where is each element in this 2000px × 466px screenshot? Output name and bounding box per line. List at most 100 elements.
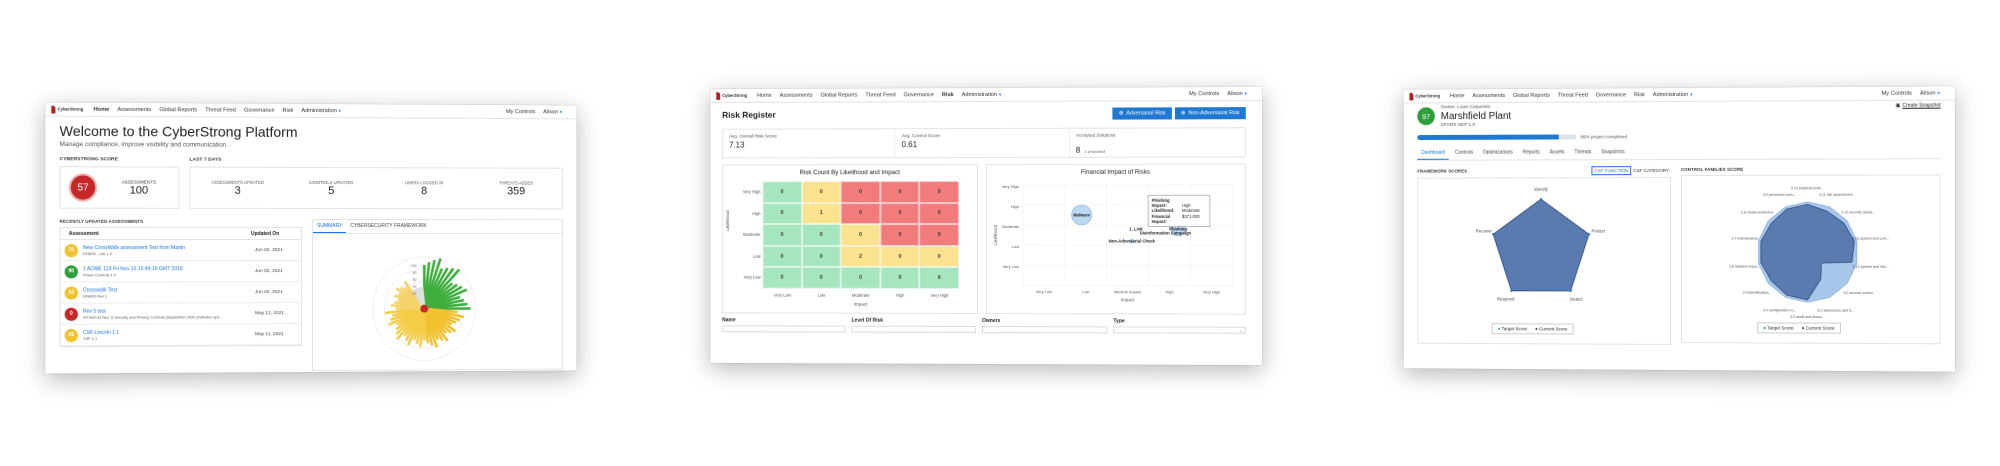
heatmap-cell[interactable]: 0: [880, 246, 919, 268]
nav-home[interactable]: Home: [757, 92, 772, 98]
nav-threat-feed[interactable]: Threat Feed: [865, 92, 895, 98]
create-snapshot-link[interactable]: ▣ Create Snapshot: [1896, 103, 1941, 109]
assessment-link[interactable]: New CrossWalk assessment Test from Marti…: [83, 245, 255, 251]
nav-my-controls[interactable]: My Controls: [506, 109, 535, 115]
nav-assessments[interactable]: Assessments: [1472, 93, 1505, 99]
nav-risk[interactable]: Risk: [282, 107, 293, 113]
heatmap-cell[interactable]: 0: [802, 224, 841, 246]
nav-administration[interactable]: Administration▼: [1653, 91, 1693, 97]
assessment-link[interactable]: 1 ACME 123 Fri Nov 16 15:49:19 GMT 2018: [83, 266, 255, 272]
heatmap-cell[interactable]: 0: [880, 181, 919, 203]
nav-user-menu[interactable]: Alison▼: [1227, 90, 1248, 96]
project-score-badge[interactable]: 97: [1417, 107, 1435, 125]
table-row[interactable]: 90 1 ACME 123 Fri Nov 16 15:49:19 GMT 201…: [61, 261, 301, 282]
filter-owners-input[interactable]: [982, 326, 1107, 333]
logo-icon: [716, 92, 720, 100]
cyberstrong-score-badge[interactable]: 57: [69, 173, 98, 201]
heatmap-cell[interactable]: 0: [880, 224, 919, 246]
tab-controls[interactable]: Controls: [1451, 147, 1477, 160]
badge-value: 65: [68, 332, 74, 338]
non-adversarial-risk-button[interactable]: ⊕ Non-Adversarial Risk: [1175, 107, 1246, 119]
table-row[interactable]: 75 New CrossWalk assessment Test from Mar…: [61, 240, 301, 261]
tab-cybersecurity-framework[interactable]: CYBERSECURITY FRAMEWORK: [346, 220, 430, 233]
heatmap-cell[interactable]: 0: [763, 267, 802, 289]
heatmap-cell[interactable]: 0: [880, 203, 919, 225]
nav-my-controls[interactable]: My Controls: [1881, 90, 1911, 96]
table-row[interactable]: 0 Rev 5 test SP 800-53 Rev. 5 Security and…: [61, 303, 301, 325]
heatmap-cell[interactable]: 0: [841, 267, 880, 289]
table-row[interactable]: 63 Crosswalk Test DFARS Rev 1 Jun 02, 2021: [61, 282, 301, 304]
nav-global-reports[interactable]: Global Reports: [820, 92, 857, 98]
adversarial-risk-button[interactable]: ⊕ Adversarial Risk: [1113, 107, 1172, 119]
nav-threat-feed[interactable]: Threat Feed: [205, 107, 236, 113]
radar-point[interactable]: [1588, 233, 1590, 235]
nav-user-menu[interactable]: Alison▼: [543, 109, 563, 115]
csf-category-button[interactable]: CSF CATEGORY: [1631, 167, 1671, 174]
heatmap-cell[interactable]: 0: [763, 203, 802, 224]
nav-my-controls[interactable]: My Controls: [1189, 91, 1219, 97]
radar-point[interactable]: [1569, 290, 1571, 292]
nav-global-reports[interactable]: Global Reports: [159, 107, 197, 113]
nav-risk[interactable]: Risk: [1634, 92, 1645, 98]
heatmap-cell[interactable]: 1: [802, 203, 841, 225]
tab-reports[interactable]: Reports: [1519, 146, 1544, 159]
nav-assessments[interactable]: Assessments: [780, 92, 813, 98]
assessment-link[interactable]: Rev 5 test: [83, 308, 255, 315]
filter-type-select[interactable]: ⌄: [1113, 326, 1245, 333]
heatmap-cell[interactable]: 0: [920, 246, 959, 268]
heatmap-cell[interactable]: 0: [841, 181, 880, 203]
nav-administration[interactable]: Administration▼: [301, 107, 341, 113]
tab-dashboard[interactable]: Dashboard: [1417, 147, 1449, 160]
nav-governance[interactable]: Governance: [244, 107, 275, 113]
heatmap-cell[interactable]: 0: [880, 267, 919, 289]
nav-administration[interactable]: Administration▼: [962, 91, 1002, 97]
radar-point[interactable]: [1510, 290, 1512, 292]
heatmap-cell[interactable]: 0: [920, 181, 959, 203]
nav-home[interactable]: Home: [1450, 93, 1465, 99]
stat-threats-added: THREATS ADDED 359: [470, 180, 562, 197]
nav-risk[interactable]: Risk: [942, 92, 954, 98]
csf-function-button[interactable]: CSF FUNCTION: [1591, 166, 1631, 175]
assessment-link[interactable]: CSF Lincoln 1.1: [83, 329, 255, 336]
radar-point[interactable]: [1540, 198, 1542, 200]
nav-threat-feed[interactable]: Threat Feed: [1558, 92, 1588, 98]
heatmap-cell[interactable]: 0: [841, 203, 880, 225]
filter-level-input[interactable]: [852, 326, 976, 333]
heatmap-cell[interactable]: 0: [920, 224, 959, 246]
radar-axis-label: Identify: [1534, 187, 1549, 192]
logo[interactable]: CyberStrong: [51, 105, 83, 113]
nav-governance[interactable]: Governance: [1596, 92, 1626, 98]
heatmap-cell[interactable]: 0: [920, 203, 959, 225]
heatmap-cell[interactable]: 0: [802, 267, 841, 289]
heatmap-cell[interactable]: 0: [920, 267, 959, 289]
nav-global-reports[interactable]: Global Reports: [1513, 92, 1550, 98]
heatmap-cell[interactable]: 0: [763, 246, 802, 268]
tab-assets[interactable]: Assets: [1546, 146, 1569, 159]
tab-threats[interactable]: Threats: [1571, 146, 1596, 159]
table-row[interactable]: 65 CSF Lincoln 1.1 CSF 1.1 May 11, 2021: [61, 324, 301, 346]
nav-assessments[interactable]: Assessments: [118, 106, 152, 112]
tab-optimizations[interactable]: Optimizations: [1479, 147, 1517, 160]
heatmap-cell[interactable]: 0: [763, 181, 802, 203]
assessment-link[interactable]: Crosswalk Test: [83, 287, 255, 293]
logo[interactable]: CyberStrong: [1410, 92, 1441, 100]
nav-home[interactable]: Home: [94, 106, 110, 112]
heatmap-cell[interactable]: 2: [841, 246, 880, 268]
legend-current: ● Current Score: [1535, 326, 1567, 331]
filter-name-input[interactable]: [722, 325, 845, 332]
radar-point[interactable]: [1492, 233, 1494, 235]
tab-snapshots[interactable]: Snapshots: [1597, 146, 1628, 159]
chevron-down-icon: ▼: [1244, 90, 1248, 95]
heatmap-cell[interactable]: 0: [763, 224, 802, 245]
logo[interactable]: CyberStrong: [716, 91, 747, 99]
nav-user-menu[interactable]: Alison▼: [1920, 90, 1941, 96]
page-subtitle: Manage compliance, improve visibility an…: [60, 141, 563, 150]
heatmap-cell[interactable]: 0: [841, 224, 880, 246]
heatmap-cell[interactable]: 0: [802, 246, 841, 268]
heatmap-col-label: Very Low: [763, 293, 803, 298]
tab-summary[interactable]: SUMMARY: [313, 220, 346, 233]
nav-governance[interactable]: Governance: [904, 92, 934, 98]
radar-axis-label: 3.14 system and info...: [1852, 265, 1889, 269]
heatmap-cell[interactable]: 0: [802, 181, 841, 203]
